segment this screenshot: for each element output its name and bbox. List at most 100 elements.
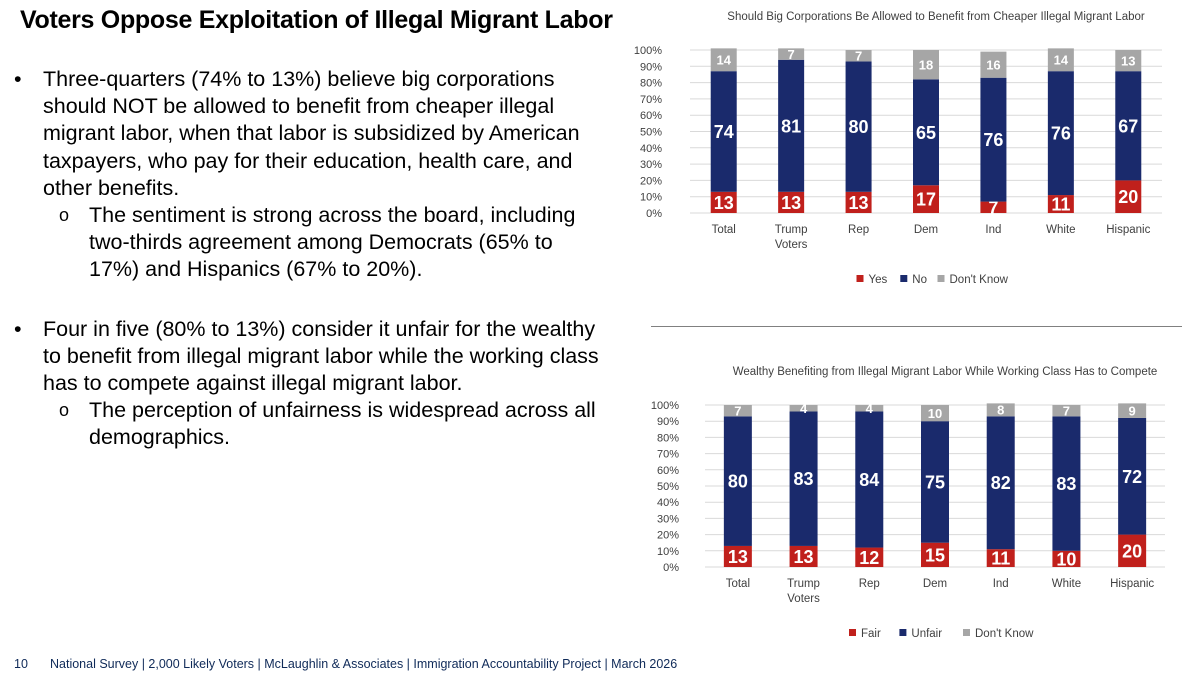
sub-bullet-text: The sentiment is strong across the board… [89, 203, 576, 282]
data-label: 65 [916, 123, 936, 143]
category-label: Voters [787, 593, 820, 605]
data-label: 13 [781, 193, 801, 213]
bar-don-t-know [1052, 405, 1081, 417]
category-label: Ind [993, 578, 1009, 590]
bullet-list: • Three-quarters (74% to 13%) believe bi… [14, 66, 604, 452]
y-tick-label: 80% [657, 432, 679, 444]
data-label: 16 [986, 57, 1000, 72]
chart-title: Should Big Corporations Be Allowed to Be… [727, 11, 1145, 23]
category-label: White [1052, 578, 1081, 590]
data-label: 7 [855, 48, 862, 63]
legend-swatch [937, 275, 945, 282]
bullet-item: • Four in five (80% to 13%) consider it … [14, 316, 604, 398]
sub-bullet-item: o The sentiment is strong across the boa… [14, 202, 604, 284]
chart-corporations-benefit: Should Big Corporations Be Allowed to Be… [634, 11, 1162, 286]
bar-yes [778, 191, 805, 213]
page-number: 10 [14, 657, 28, 671]
data-label: 76 [1051, 124, 1071, 144]
data-label: 10 [928, 406, 942, 421]
data-label: 83 [1056, 474, 1076, 494]
data-label: 13 [728, 547, 748, 567]
bar-fair [921, 542, 949, 567]
data-label: 13 [1121, 53, 1135, 68]
bar-fair [789, 545, 818, 567]
data-label: 11 [991, 549, 1010, 569]
sub-bullet-marker: o [59, 400, 70, 421]
category-label: Trump [787, 578, 820, 590]
bar-no [1115, 71, 1142, 181]
category-label: Hispanic [1106, 224, 1150, 236]
y-tick-label: 30% [640, 159, 662, 171]
data-label: 80 [728, 472, 748, 492]
bar-unfair [921, 421, 949, 543]
data-label: 72 [1122, 467, 1142, 487]
data-label: 13 [849, 193, 869, 213]
bar-no [913, 79, 939, 186]
bar-fair [1052, 550, 1081, 567]
footer-text: National Survey | 2,000 Likely Voters | … [50, 657, 678, 671]
bar-don-t-know [1118, 403, 1147, 418]
legend-label: Fair [861, 628, 881, 640]
category-label: Ind [985, 224, 1001, 236]
divider [651, 326, 1182, 327]
legend-swatch [849, 629, 856, 636]
bar-no [710, 71, 737, 192]
bar-yes [913, 185, 939, 213]
bar-no [1047, 71, 1074, 196]
data-label: 10 [1056, 549, 1076, 569]
bullet-marker: • [14, 67, 22, 91]
bar-yes [1047, 195, 1074, 213]
data-label: 15 [925, 545, 945, 565]
bar-don-t-know [913, 50, 939, 80]
footer: 10 National Survey | 2,000 Likely Voters … [14, 657, 677, 671]
bar-unfair [986, 416, 1015, 550]
data-label: 13 [714, 193, 734, 213]
bar-don-t-know [1115, 50, 1142, 72]
bar-no [778, 59, 805, 192]
bar-fair [1118, 534, 1147, 567]
sub-bullet-marker: o [59, 205, 70, 226]
category-label: Voters [775, 239, 808, 251]
y-tick-label: 40% [640, 143, 662, 155]
bar-don-t-know [980, 51, 1007, 78]
data-label: 67 [1118, 116, 1138, 136]
data-label: 84 [859, 470, 879, 490]
data-label: 13 [794, 547, 814, 567]
y-tick-label: 40% [657, 497, 679, 509]
bullet-text: Three-quarters (74% to 13%) believe big … [43, 67, 580, 200]
data-label: 11 [1051, 195, 1070, 215]
data-label: 9 [1129, 403, 1136, 418]
y-tick-label: 70% [657, 449, 679, 461]
y-tick-label: 20% [657, 530, 679, 542]
data-label: 14 [716, 52, 731, 67]
data-label: 7 [988, 198, 998, 218]
legend-label: Don't Know [975, 628, 1034, 640]
bar-unfair [1118, 417, 1147, 535]
bar-yes [845, 191, 872, 213]
legend-swatch [856, 275, 864, 282]
bar-no [980, 77, 1007, 202]
bar-don-t-know [986, 403, 1015, 417]
chart-group: Should Big Corporations Be Allowed to Be… [634, 11, 1162, 286]
bar-don-t-know [1047, 48, 1074, 72]
legend-label: No [912, 274, 927, 286]
data-label: 18 [919, 57, 933, 72]
y-tick-label: 60% [640, 110, 662, 122]
data-label: 20 [1122, 541, 1142, 561]
y-tick-label: 0% [646, 208, 662, 220]
category-label: Dem [923, 578, 947, 590]
bar-don-t-know [921, 405, 949, 422]
bar-fair [855, 547, 884, 567]
y-tick-label: 50% [640, 127, 662, 139]
bar-unfair [855, 411, 884, 548]
chart-title: Wealthy Benefiting from Illegal Migrant … [733, 366, 1158, 378]
legend-swatch [900, 275, 908, 282]
data-label: 12 [859, 548, 879, 568]
data-label: 7 [1063, 403, 1070, 418]
category-label: Total [712, 224, 736, 236]
category-label: Dem [914, 224, 938, 236]
data-label: 4 [800, 401, 808, 416]
legend-swatch [899, 629, 907, 636]
data-label: 4 [866, 401, 874, 416]
bullet-item: • Three-quarters (74% to 13%) believe bi… [14, 66, 604, 202]
